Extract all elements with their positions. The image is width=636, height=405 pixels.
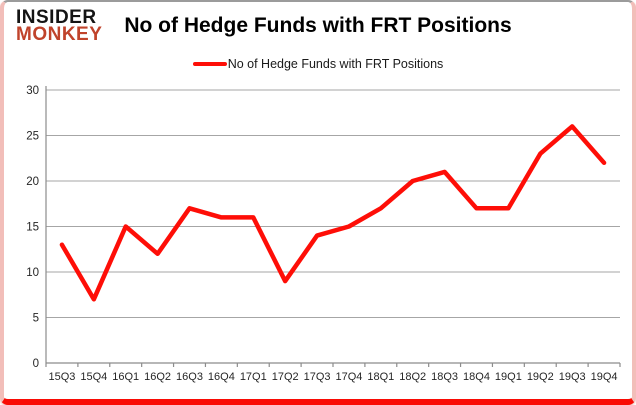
x-tick-label-18Q4: 18Q4 bbox=[463, 371, 490, 383]
legend-line-swatch bbox=[192, 62, 227, 66]
logo-text-insider: INSIDER bbox=[16, 7, 97, 28]
x-tick-label-16Q1: 16Q1 bbox=[112, 371, 139, 383]
y-tick-label-10: 10 bbox=[26, 267, 39, 279]
x-tick-label-17Q1: 17Q1 bbox=[240, 371, 267, 383]
y-tick-label-30: 30 bbox=[26, 85, 39, 97]
x-tick-label-16Q3: 16Q3 bbox=[176, 371, 203, 383]
x-tick-label-18Q1: 18Q1 bbox=[367, 371, 394, 383]
x-tick-label-17Q4: 17Q4 bbox=[335, 371, 362, 383]
x-tick-label-15Q3: 15Q3 bbox=[48, 371, 75, 383]
x-tick-label-17Q3: 17Q3 bbox=[304, 371, 331, 383]
legend-label: No of Hedge Funds with FRT Positions bbox=[227, 57, 444, 71]
y-tick-label-20: 20 bbox=[26, 176, 39, 188]
x-tick-label-16Q4: 16Q4 bbox=[208, 371, 235, 383]
x-tick-label-17Q2: 17Q2 bbox=[272, 371, 299, 383]
x-tick-label-19Q3: 19Q3 bbox=[559, 371, 586, 383]
y-tick-label-15: 15 bbox=[26, 222, 39, 234]
x-tick-label-16Q2: 16Q2 bbox=[144, 371, 171, 383]
x-tick-label-18Q2: 18Q2 bbox=[399, 371, 426, 383]
header: INSIDER MONKEY No of Hedge Funds with FR… bbox=[4, 2, 632, 54]
legend: No of Hedge Funds with FRT Positions bbox=[4, 57, 632, 71]
y-tick-label-0: 0 bbox=[33, 358, 39, 370]
chart-title: No of Hedge Funds with FRT Positions bbox=[124, 14, 512, 37]
series-line bbox=[59, 124, 607, 302]
y-tick-label-25: 25 bbox=[26, 131, 39, 143]
x-tick-label-19Q2: 19Q2 bbox=[527, 371, 554, 383]
x-tick-label-19Q1: 19Q1 bbox=[495, 371, 522, 383]
insider-monkey-logo: INSIDER MONKEY bbox=[16, 7, 103, 46]
x-tick-label-18Q3: 18Q3 bbox=[431, 371, 458, 383]
x-tick-label-19Q4: 19Q4 bbox=[591, 371, 618, 383]
y-tick-label-5: 5 bbox=[33, 313, 39, 325]
plot-area: 0 5 10 15 20 25 30 15Q3 15Q4 16Q1 16Q2 16Q3 16Q4 17Q1… bbox=[4, 76, 632, 399]
line-chart: 0 5 10 15 20 25 30 15Q3 15Q4 16Q1 16Q2 16Q3 16Q4 17Q1… bbox=[26, 85, 621, 383]
x-tick-label-15Q4: 15Q4 bbox=[80, 371, 107, 383]
logo-text-monkey: MONKEY bbox=[16, 24, 103, 46]
